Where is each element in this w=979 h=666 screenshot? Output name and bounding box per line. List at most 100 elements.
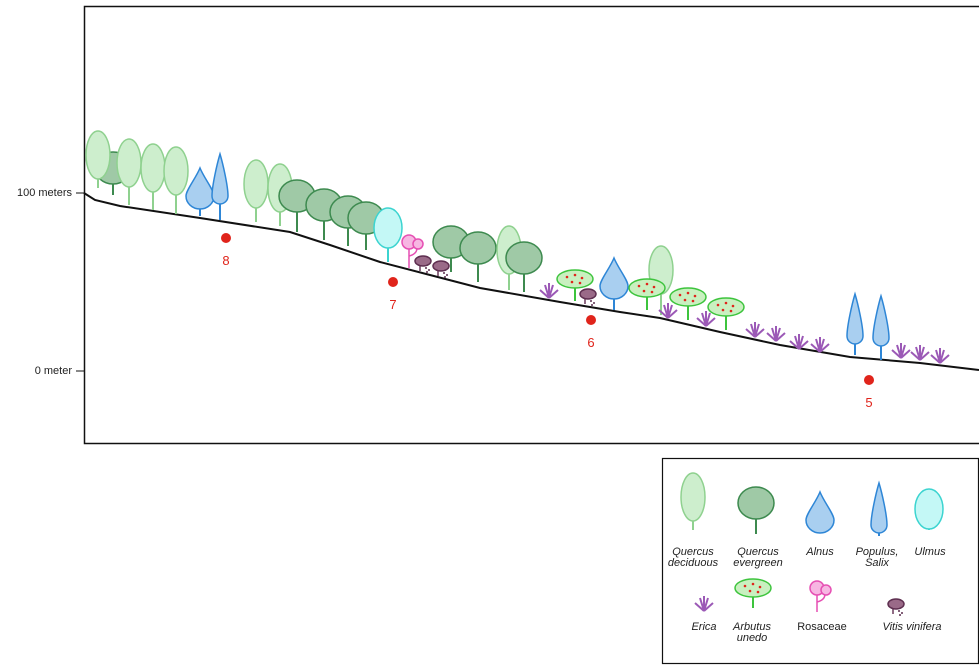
- legend-label: Arbutus: [732, 621, 771, 633]
- berry: [652, 285, 656, 289]
- legend-label: Alnus: [805, 546, 834, 558]
- berry: [721, 308, 725, 312]
- legend-label: Rosaceae: [797, 621, 847, 633]
- vitis: [887, 598, 905, 610]
- arbutus: [669, 287, 707, 307]
- quercus-deciduous: [680, 472, 706, 522]
- ulmus: [914, 488, 944, 530]
- erica: [939, 349, 945, 364]
- berry: [573, 273, 577, 277]
- erica: [548, 284, 554, 299]
- terrain: [83, 192, 979, 371]
- site-marker: [586, 315, 596, 325]
- erica: [705, 312, 711, 327]
- erica: [891, 349, 902, 359]
- grape: [590, 300, 592, 302]
- berry: [686, 291, 690, 295]
- site-marker: [864, 375, 874, 385]
- vitis: [579, 288, 597, 300]
- grape: [426, 271, 428, 273]
- berry: [724, 301, 728, 305]
- legend-label: Quercus: [672, 546, 714, 558]
- erica: [548, 289, 559, 299]
- quercus-deciduous: [140, 143, 166, 193]
- berry: [683, 298, 687, 302]
- populus: [846, 291, 864, 345]
- erica: [819, 338, 825, 353]
- legend-label: evergreen: [733, 557, 783, 569]
- erica: [919, 351, 930, 361]
- site-label: 7: [389, 297, 396, 312]
- site-label: 6: [587, 335, 594, 350]
- berry: [570, 280, 574, 284]
- erica: [754, 328, 765, 338]
- grape: [444, 276, 446, 278]
- quercus-deciduous: [116, 138, 142, 188]
- berry: [693, 294, 697, 298]
- erica: [775, 332, 786, 342]
- vitis: [414, 255, 432, 267]
- grape: [901, 612, 903, 614]
- berry: [743, 584, 747, 588]
- grape: [899, 614, 901, 616]
- berry: [580, 276, 584, 280]
- erica: [694, 602, 705, 612]
- erica: [705, 317, 716, 327]
- populus: [211, 151, 229, 205]
- quercus-deciduous: [85, 130, 111, 180]
- erica: [658, 309, 669, 319]
- legend-label: deciduous: [668, 557, 719, 569]
- site-label: 8: [222, 253, 229, 268]
- erica: [910, 351, 921, 361]
- arbutus: [628, 278, 666, 298]
- erica: [696, 317, 707, 327]
- berry: [642, 289, 646, 293]
- site-label: 5: [865, 395, 872, 410]
- berry: [716, 303, 720, 307]
- grape: [428, 269, 430, 271]
- erica: [539, 289, 550, 299]
- berry: [637, 284, 641, 288]
- legend-label: Erica: [691, 621, 716, 633]
- axis-label: 0 meter: [35, 365, 73, 377]
- legend-label: Salix: [865, 557, 889, 569]
- legend-label: Quercus: [737, 546, 779, 558]
- erica: [745, 328, 756, 338]
- quercus-evergreen: [737, 486, 775, 520]
- erica: [703, 602, 714, 612]
- alnus: [185, 165, 215, 210]
- arbutus: [707, 297, 745, 317]
- erica: [919, 346, 925, 361]
- populus: [870, 480, 888, 534]
- erica: [930, 354, 941, 364]
- arbutus: [734, 578, 772, 598]
- site-marker: [388, 277, 398, 287]
- berry: [748, 589, 752, 593]
- ulmus: [373, 207, 403, 249]
- berry: [565, 275, 569, 279]
- quercus-evergreen: [505, 241, 543, 275]
- erica: [810, 343, 821, 353]
- rosaceae: [820, 584, 832, 596]
- erica: [754, 323, 760, 338]
- berry: [691, 299, 695, 303]
- erica: [798, 340, 809, 350]
- frame: [83, 5, 979, 445]
- rosaceae: [412, 238, 424, 250]
- alnus: [805, 489, 835, 534]
- legend-label: Ulmus: [914, 546, 946, 558]
- vitis: [432, 260, 450, 272]
- erica: [819, 343, 830, 353]
- erica: [775, 327, 781, 342]
- berry: [758, 585, 762, 589]
- erica: [703, 597, 709, 612]
- legend-label: Populus,: [856, 546, 899, 558]
- berry: [729, 309, 733, 313]
- erica: [900, 349, 911, 359]
- erica: [798, 335, 804, 350]
- berry: [731, 304, 735, 308]
- alnus: [599, 255, 629, 300]
- axis-label: 100 meters: [17, 187, 73, 199]
- arbutus: [556, 269, 594, 289]
- erica: [667, 309, 678, 319]
